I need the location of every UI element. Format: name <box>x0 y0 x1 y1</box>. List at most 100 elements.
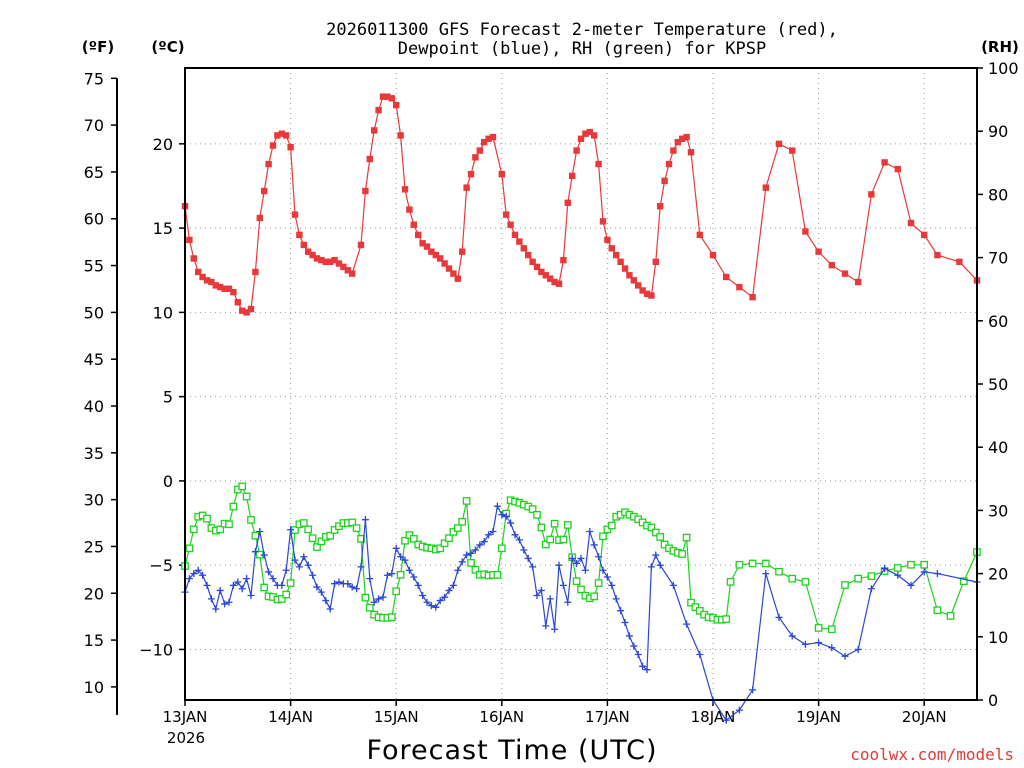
temperature-point <box>723 273 730 281</box>
temperature-point <box>340 263 347 271</box>
temperature-point <box>564 199 571 207</box>
rh-point <box>788 574 797 583</box>
fahrenheit-tick-label: 25 <box>84 537 104 556</box>
rh-point <box>409 534 418 543</box>
temperature-point <box>423 243 431 250</box>
dewpoint-point <box>225 598 233 606</box>
temperature-point <box>661 177 668 185</box>
temperature-point <box>234 299 241 306</box>
temperature-point <box>789 147 796 154</box>
dewpoint-point <box>265 568 273 576</box>
rh-unit-label: (RH) <box>981 38 1019 56</box>
rh-point <box>678 550 687 558</box>
dewpoint-point <box>348 583 356 591</box>
dewpoint-point <box>542 622 550 630</box>
fahrenheit-tick-label: 40 <box>84 397 104 416</box>
fahrenheit-tick-label: 45 <box>84 350 104 369</box>
temperature-point <box>709 251 717 259</box>
rh-point <box>326 531 335 540</box>
rh-point <box>352 524 361 532</box>
temperature-point <box>630 277 637 284</box>
dewpoint-point <box>599 566 607 574</box>
fahrenheit-tick-label: 30 <box>84 491 104 510</box>
rh-point <box>445 534 453 543</box>
temperature-point <box>507 221 514 228</box>
temperature-point <box>186 236 193 244</box>
time-tick-label: 15JAN <box>374 708 419 726</box>
dewpoint-point <box>828 644 836 652</box>
rh-tick-label: 100 <box>988 59 1019 78</box>
rh-point <box>313 543 321 551</box>
celsius-unit-label: (ºC) <box>151 38 184 56</box>
rh-point <box>726 577 735 586</box>
rh-point <box>436 544 445 553</box>
celsius-tick-label: −5 <box>149 556 173 575</box>
temperature-point <box>802 228 809 235</box>
rh-point <box>594 579 603 587</box>
fahrenheit-axis: 10 15 20 25 30 35 40 45 50 55 60 65 70 75 <box>84 69 118 715</box>
temperature-point <box>419 240 426 247</box>
rh-axis: 0 10 20 30 40 50 60 70 80 90 100 <box>977 59 1019 710</box>
plot-frame <box>184 67 978 701</box>
temperature-point <box>313 255 321 262</box>
celsius-tick-label: −10 <box>139 640 173 659</box>
temperature-point <box>595 160 602 168</box>
rh-point <box>651 528 660 537</box>
rh-point <box>497 544 506 553</box>
temperature-point <box>841 270 849 277</box>
temperature-point <box>437 255 444 262</box>
temperature-point <box>243 309 250 316</box>
time-axis: 13JAN 14JAN 15JAN 16JAN 17JAN 18JAN 19JAN 20JAN <box>163 700 947 726</box>
temperature-point <box>582 130 589 137</box>
chart-title-line-2: Dewpoint (blue), RH (green) for KPSP <box>398 39 766 59</box>
dewpoint-point <box>291 556 299 564</box>
temperature-point <box>274 132 281 139</box>
temperature-point <box>485 135 492 142</box>
temperature-point <box>349 270 356 277</box>
dewpoint-point <box>559 581 567 589</box>
temperature-point <box>445 265 453 272</box>
dewpoint-point <box>467 549 475 557</box>
rh-point <box>317 537 326 546</box>
temperature-point <box>476 147 483 154</box>
rh-point <box>801 577 810 586</box>
temperature-point <box>542 272 549 279</box>
rh-point <box>722 615 731 623</box>
dewpoint-point <box>907 581 915 589</box>
temperature-point <box>881 159 888 166</box>
fahrenheit-tick-label: 20 <box>84 584 104 603</box>
rh-point <box>365 603 374 612</box>
temperature-point <box>208 278 215 286</box>
temperature-point <box>657 202 664 210</box>
dewpoint-point <box>410 573 418 581</box>
temperature-point <box>855 278 862 286</box>
temperature-point <box>551 278 558 286</box>
rh-point <box>528 505 537 513</box>
temperature-point <box>617 258 624 266</box>
dewpoint-point <box>282 566 290 574</box>
temperature-point <box>393 101 400 109</box>
credit-label: coolwx.com/models <box>850 745 1014 764</box>
temperature-point <box>291 211 299 218</box>
rh-point <box>361 593 370 602</box>
dewpoint-point <box>894 571 902 579</box>
rh-point <box>577 585 585 594</box>
temperature-point <box>533 263 541 271</box>
temperature-point <box>309 251 316 259</box>
dewpoint-point <box>366 575 374 583</box>
dewpoint-point <box>590 541 598 549</box>
celsius-tick-label: 5 <box>163 388 173 407</box>
dewpoint-point <box>515 536 523 544</box>
temperature-point <box>252 268 259 276</box>
dewpoint-point <box>881 565 889 573</box>
rh-point <box>304 525 313 534</box>
rh-point <box>238 482 247 491</box>
rh-point <box>933 606 942 615</box>
rh-point <box>550 519 559 528</box>
temperature-point <box>384 93 391 100</box>
dewpoint-point <box>564 598 572 606</box>
dewpoint-point <box>370 598 378 606</box>
dewpoint-point <box>502 512 510 520</box>
fahrenheit-tick-label: 75 <box>84 69 104 88</box>
dewpoint-point <box>529 563 537 571</box>
